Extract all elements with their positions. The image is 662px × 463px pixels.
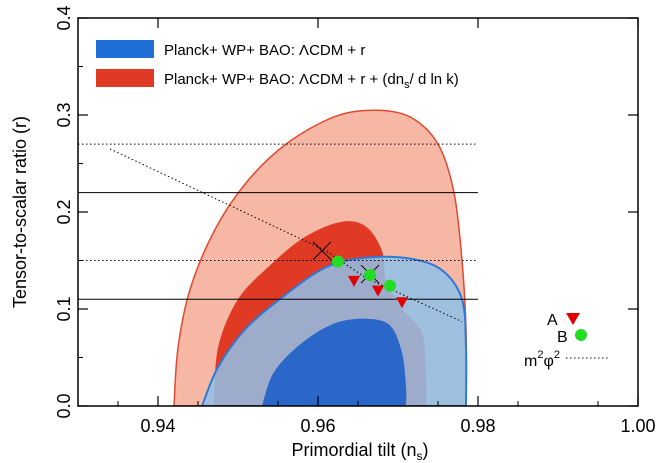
legend-label-red: Planck+ WP+ BAO: ΛCDM + r + (dns/ d ln k… [164, 71, 459, 91]
y-axis-title: Tensor-to-scalar ratio (r) [10, 116, 30, 308]
point-A-2 [396, 297, 408, 309]
marker-legend-m2phi2-label: m2φ2 [524, 349, 560, 370]
point-A-1 [372, 285, 384, 297]
y-tick-label-1: 0.1 [54, 296, 74, 321]
cross-marker-0 [312, 241, 332, 261]
point-B-2 [384, 279, 396, 292]
marker-legend-A-symbol [566, 313, 580, 325]
y-tick-label-4: 0.4 [54, 5, 74, 30]
point-B-0 [332, 255, 344, 268]
legend-swatch-red [96, 69, 154, 87]
y-tick-label-3: 0.3 [54, 102, 74, 127]
legend-label-blue: Planck+ WP+ BAO: ΛCDM + r [164, 42, 365, 59]
legend-swatch-blue [96, 40, 154, 58]
marker-legend: A B m2φ2 [524, 312, 608, 370]
reference-lines [78, 143, 478, 323]
x-tick-label-2: 0.98 [460, 416, 495, 436]
legend: Planck+ WP+ BAO: ΛCDM + r Planck+ WP+ BA… [96, 40, 459, 91]
point-B-1 [364, 269, 376, 282]
point-A-0 [348, 275, 360, 287]
marker-legend-B-symbol [575, 329, 587, 341]
blue-inner-contour [262, 318, 407, 406]
marker-legend-A-label: A [547, 312, 558, 329]
y-tick-label-0: 0.0 [54, 393, 74, 418]
data-points [312, 241, 408, 309]
x-tick-label-1: 0.96 [300, 416, 335, 436]
x-tick-label-0: 0.94 [140, 416, 175, 436]
x-axis-title: Primordial tilt (ns) [291, 440, 428, 463]
contour-layer [173, 109, 468, 406]
y-tick-label-2: 0.2 [54, 199, 74, 224]
axis-ticks: 0.94 0.96 0.98 1.00 0.0 0.1 0.2 0.3 0.4 [54, 5, 656, 436]
x-tick-label-3: 1.00 [620, 416, 655, 436]
marker-legend-B-label: B [557, 329, 568, 346]
